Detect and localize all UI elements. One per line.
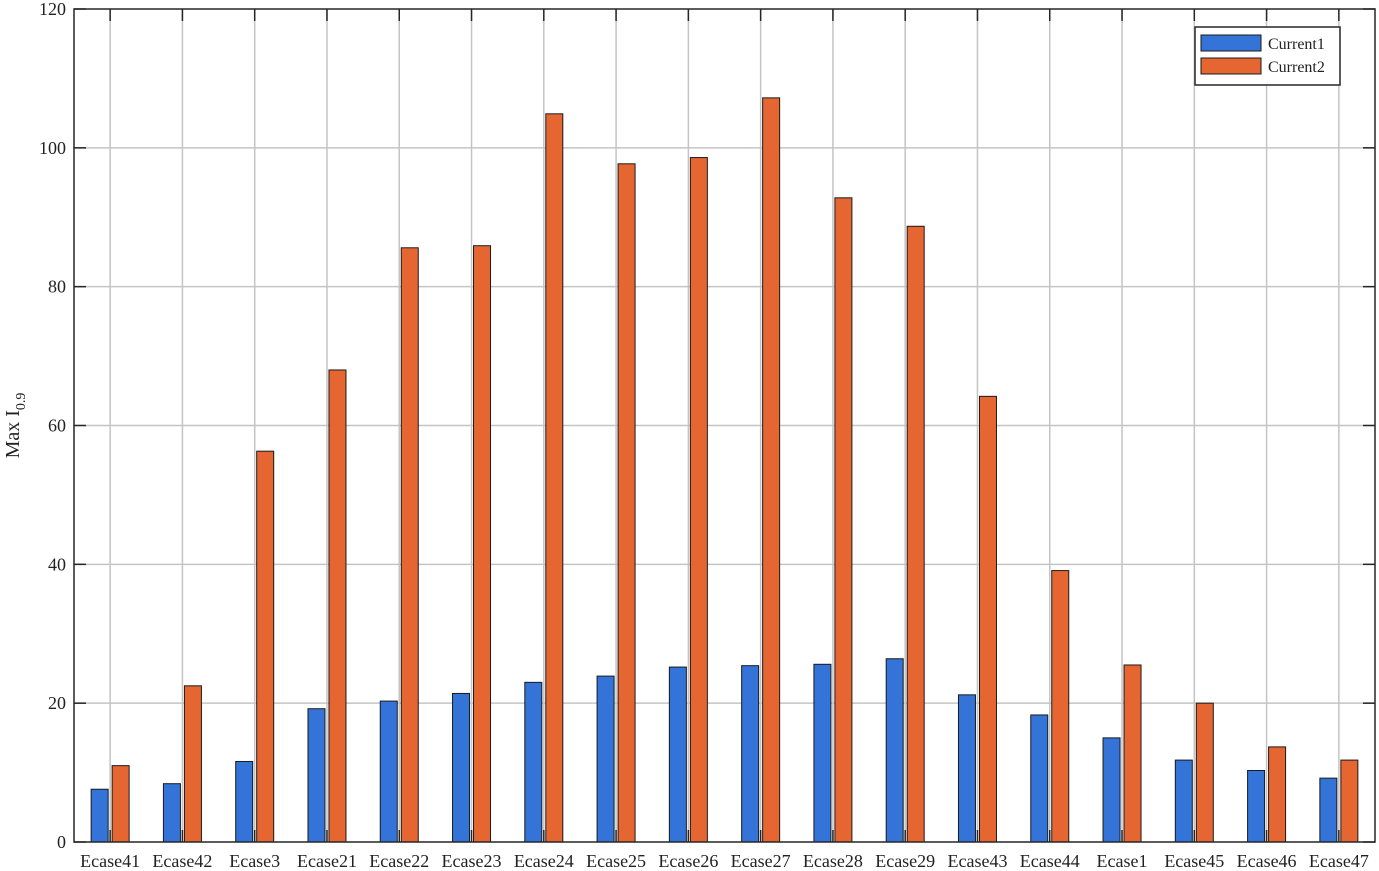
x-tick-label: Ecase43 [947,851,1007,871]
x-tick-label: Ecase46 [1237,851,1297,871]
bar-current2-ecase42 [183,685,202,843]
bar-current2-ecase41 [111,765,130,843]
bar-current1-ecase22 [379,700,398,843]
bar-current1-ecase25 [596,675,615,843]
bar-current1-ecase42 [162,783,181,843]
y-axis-label-main: Max I [2,410,24,458]
bar-current1-ecase46 [1247,770,1266,843]
bar-current2-ecase23 [473,245,492,843]
y-tick-label: 80 [48,277,66,297]
legend-swatch-current1 [1200,34,1262,52]
bar-current2-ecase44 [1051,570,1070,843]
x-tick-label: Ecase41 [80,851,140,871]
bar-current2-ecase3 [256,450,275,843]
x-tick-label: Ecase3 [229,851,280,871]
bar-current1-ecase29 [885,658,904,843]
bar-current1-ecase27 [741,665,760,843]
x-tick-label: Ecase1 [1097,851,1148,871]
axis-ticks [74,8,1375,843]
bar-current1-ecase24 [524,681,543,843]
grid-lines [74,9,1375,842]
bar-current2-ecase43 [978,395,997,843]
bar-current1-ecase44 [1030,714,1049,843]
bar-current1-ecase45 [1174,759,1193,843]
y-axis-label: Max I0.9 [2,393,29,459]
bar-current1-ecase41 [90,788,109,843]
bar-current2-ecase47 [1340,759,1359,843]
x-tick-label: Ecase29 [875,851,935,871]
bar-current2-ecase28 [834,197,853,843]
bar-current1-ecase21 [307,708,326,843]
bar-current1-ecase26 [668,666,687,843]
bar-current1-ecase1 [1102,737,1121,843]
x-tick-label: Ecase44 [1020,851,1080,871]
bar-current2-ecase46 [1268,746,1287,843]
bar-current2-ecase1 [1123,664,1142,843]
x-tick-label: Ecase25 [586,851,646,871]
bar-current2-ecase22 [400,247,419,843]
x-tick-label: Ecase28 [803,851,863,871]
legend-label-current1: Current1 [1268,36,1325,53]
bar-current1-ecase47 [1319,777,1338,843]
x-tick-labels: Ecase41 Ecase42 Ecase3 Ecase21 Ecase22 Ecase2… [80,851,1369,871]
y-tick-label: 120 [39,0,66,19]
legend: Current1 Current2 [1194,26,1341,86]
x-tick-label: Ecase26 [658,851,718,871]
x-tick-label: Ecase45 [1164,851,1224,871]
bar-current2-ecase27 [762,97,781,843]
y-tick-label: 100 [39,138,66,158]
legend-swatch-current2 [1200,57,1262,75]
bars [90,97,1359,843]
y-axis-label-subscript: 0.9 [14,393,29,411]
x-tick-label: Ecase21 [297,851,357,871]
bar-current1-ecase23 [452,692,471,843]
bar-current1-ecase3 [235,760,254,843]
x-tick-label: Ecase47 [1309,851,1369,871]
y-tick-label: 20 [48,693,66,713]
x-tick-label: Ecase22 [369,851,429,871]
y-tick-label: 0 [57,832,66,852]
bar-current2-ecase24 [545,113,564,843]
x-tick-label: Ecase24 [514,851,574,871]
y-tick-labels: 0 20 40 60 80 100 120 [39,0,66,852]
bar-current1-ecase28 [813,663,832,843]
bar-current1-ecase43 [957,694,976,843]
bar-current2-ecase45 [1195,702,1214,843]
y-tick-label: 40 [48,554,66,574]
bar-current2-ecase26 [689,157,708,843]
bar-current2-ecase29 [906,225,925,843]
x-tick-label: Ecase42 [152,851,212,871]
bar-current2-ecase21 [328,369,347,843]
y-tick-label: 60 [48,416,66,436]
bar-current2-ecase25 [617,163,636,843]
x-tick-label: Ecase27 [731,851,791,871]
legend-label-current2: Current2 [1268,59,1325,76]
x-tick-label: Ecase23 [442,851,502,871]
